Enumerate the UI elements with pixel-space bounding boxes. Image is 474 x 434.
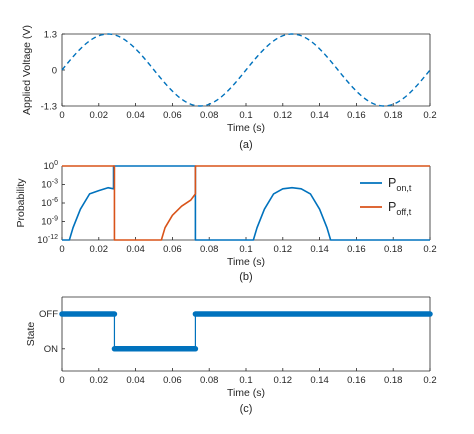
y-tick-label: 10-9 [41, 216, 58, 228]
x-tick-label: 0.14 [310, 110, 329, 121]
y-axis-label: Applied Voltage (V) [21, 25, 33, 115]
x-tick-label: 0.16 [347, 110, 366, 121]
x-tick-label: 0.1 [239, 375, 252, 386]
series-line-p-on [62, 165, 430, 241]
x-tick-label: 0.08 [200, 244, 219, 255]
x-tick-label: 0.06 [163, 110, 182, 121]
x-tick-label: 0.06 [163, 375, 182, 386]
x-tick-label: 0.14 [310, 244, 329, 255]
panel-label: (a) [239, 139, 252, 151]
y-tick-label: 10-3 [41, 179, 58, 191]
series-line-state [62, 313, 430, 350]
x-tick-label: 0.1 [239, 110, 252, 121]
y-tick-label: 1.3 [44, 30, 57, 41]
x-tick-label: 0.16 [347, 244, 366, 255]
panel-label: (b) [239, 271, 252, 283]
x-axis-label: Time (s) [227, 122, 265, 134]
x-tick-label: 0.02 [90, 375, 109, 386]
x-tick-label: 0.12 [274, 110, 293, 121]
x-tick-label: 0.2 [423, 244, 436, 255]
x-tick-label: 0.18 [384, 375, 403, 386]
series-line-voltage [61, 33, 431, 107]
x-tick-label: 0.12 [274, 244, 293, 255]
y-tick-label: 0 [52, 66, 57, 77]
x-tick-label: 0 [59, 244, 64, 255]
x-tick-label: 0.08 [200, 110, 219, 121]
legend-entry: Pon,t [388, 176, 412, 193]
x-axis-label: Time (s) [227, 387, 265, 399]
panel-label: (c) [240, 403, 253, 415]
x-tick-label: 0.02 [90, 244, 109, 255]
y-tick-label: 10-6 [41, 197, 58, 209]
y-axis-label: Probability [15, 178, 27, 228]
legend-entry: Poff,t [388, 200, 412, 217]
y-tick-label: OFF [39, 309, 58, 320]
x-tick-label: 0.2 [423, 110, 436, 121]
x-tick-label: 0.02 [90, 110, 109, 121]
x-tick-label: 0.18 [384, 244, 403, 255]
series-line-p-off [62, 165, 430, 241]
x-tick-label: 0.04 [126, 110, 145, 121]
x-tick-label: 0.04 [126, 375, 145, 386]
x-tick-label: 0.14 [310, 375, 329, 386]
y-axis-label: State [25, 322, 37, 347]
x-tick-label: 0.12 [274, 375, 293, 386]
x-tick-label: 0.16 [347, 375, 366, 386]
y-tick-label: 100 [44, 160, 59, 172]
x-tick-label: 0 [59, 110, 64, 121]
y-tick-label: -1.3 [41, 102, 57, 113]
x-tick-label: 0 [59, 375, 64, 386]
y-tick-label: 10-12 [37, 234, 58, 246]
x-tick-label: 0.18 [384, 110, 403, 121]
x-tick-label: 0.2 [423, 375, 436, 386]
x-tick-label: 0.04 [126, 244, 145, 255]
y-tick-label: ON [44, 344, 58, 355]
x-tick-label: 0.1 [239, 244, 252, 255]
x-axis-label: Time (s) [227, 256, 265, 268]
x-tick-label: 0.08 [200, 375, 219, 386]
x-tick-label: 0.06 [163, 244, 182, 255]
